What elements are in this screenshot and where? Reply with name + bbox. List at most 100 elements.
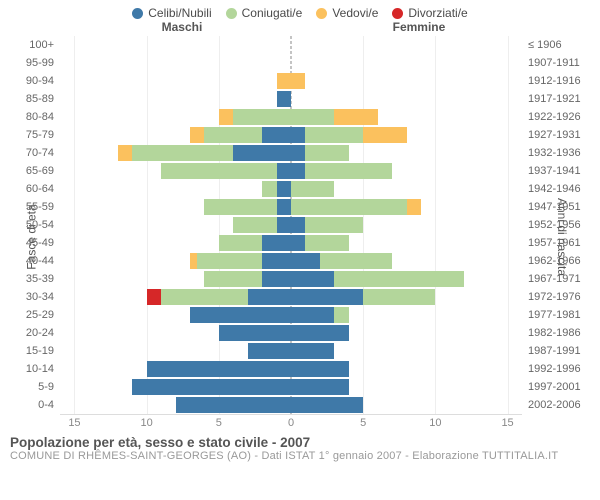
legend-label-divorziati: Divorziati/e: [408, 6, 467, 20]
age-label: 20-24: [0, 324, 60, 342]
segment-celibi: [277, 217, 291, 233]
segment-vedovi: [291, 73, 305, 89]
female-bar: [291, 253, 522, 269]
age-label: 40-44: [0, 252, 60, 270]
age-label: 55-59: [0, 198, 60, 216]
year-label: 1982-1986: [522, 324, 600, 342]
segment-coniugati: [334, 307, 348, 323]
data-row: 65-691937-1941: [60, 162, 522, 180]
segment-vedovi: [277, 73, 291, 89]
year-label: 1957-1961: [522, 234, 600, 252]
segment-celibi: [262, 127, 291, 143]
male-bar: [60, 235, 291, 251]
female-bar: [291, 235, 522, 251]
age-label: 90-94: [0, 72, 60, 90]
segment-coniugati: [305, 163, 392, 179]
age-label: 80-84: [0, 108, 60, 126]
segment-celibi: [219, 325, 291, 341]
age-label: 45-49: [0, 234, 60, 252]
data-row: 85-891917-1921: [60, 90, 522, 108]
male-bar: [60, 397, 291, 413]
female-bar: [291, 73, 522, 89]
chart-container: Celibi/Nubili Coniugati/e Vedovi/e Divor…: [0, 0, 600, 500]
year-label: 1917-1921: [522, 90, 600, 108]
male-bar: [60, 91, 291, 107]
swatch-divorziati: [392, 8, 403, 19]
segment-vedovi: [407, 199, 421, 215]
data-row: 10-141992-1996: [60, 360, 522, 378]
swatch-vedovi: [316, 8, 327, 19]
legend-label-celibi: Celibi/Nubili: [148, 6, 211, 20]
segment-coniugati: [219, 235, 262, 251]
male-bar: [60, 361, 291, 377]
data-row: 60-641942-1946: [60, 180, 522, 198]
segment-celibi: [291, 127, 305, 143]
data-row: 75-791927-1931: [60, 126, 522, 144]
data-row: 70-741932-1936: [60, 144, 522, 162]
segment-coniugati: [233, 217, 276, 233]
age-label: 10-14: [0, 360, 60, 378]
data-row: 45-491957-1961: [60, 234, 522, 252]
segment-celibi: [291, 325, 349, 341]
data-row: 30-341972-1976: [60, 288, 522, 306]
female-bar: [291, 145, 522, 161]
data-row: 50-541952-1956: [60, 216, 522, 234]
chart-title: Popolazione per età, sesso e stato civil…: [10, 435, 590, 450]
legend-label-coniugati: Coniugati/e: [242, 6, 303, 20]
year-label: 1927-1931: [522, 126, 600, 144]
segment-celibi: [291, 379, 349, 395]
segment-celibi: [147, 361, 291, 377]
x-tick: 0: [288, 417, 294, 429]
legend: Celibi/Nubili Coniugati/e Vedovi/e Divor…: [0, 0, 600, 20]
data-row: 20-241982-1986: [60, 324, 522, 342]
female-bar: [291, 127, 522, 143]
male-bar: [60, 127, 291, 143]
segment-coniugati: [262, 181, 276, 197]
age-label: 60-64: [0, 180, 60, 198]
segment-coniugati: [204, 127, 262, 143]
male-bar: [60, 145, 291, 161]
year-label: 1977-1981: [522, 306, 600, 324]
chart-subtitle: COMUNE DI RHÊMES-SAINT-GEORGES (AO) - Da…: [10, 450, 590, 462]
data-row: 35-391967-1971: [60, 270, 522, 288]
segment-vedovi: [334, 109, 377, 125]
segment-celibi: [262, 253, 291, 269]
segment-vedovi: [190, 253, 197, 269]
segment-coniugati: [197, 253, 262, 269]
x-tick: 15: [68, 417, 80, 429]
year-label: 1932-1936: [522, 144, 600, 162]
segment-divorziati: [147, 289, 161, 305]
segment-coniugati: [334, 271, 464, 287]
female-bar: [291, 199, 522, 215]
segment-coniugati: [291, 181, 334, 197]
year-label: 1997-2001: [522, 378, 600, 396]
age-label: 75-79: [0, 126, 60, 144]
segment-celibi: [277, 199, 291, 215]
legend-label-vedovi: Vedovi/e: [332, 6, 378, 20]
segment-coniugati: [305, 145, 348, 161]
segment-celibi: [176, 397, 292, 413]
header-female: Femmine: [393, 20, 446, 34]
x-tick: 10: [429, 417, 441, 429]
female-bar: [291, 91, 522, 107]
female-bar: [291, 37, 522, 53]
year-label: 1952-1956: [522, 216, 600, 234]
year-label: 1972-1976: [522, 288, 600, 306]
year-label: 1947-1951: [522, 198, 600, 216]
segment-vedovi: [219, 109, 233, 125]
segment-coniugati: [291, 199, 407, 215]
x-tick: 10: [141, 417, 153, 429]
legend-item-divorziati: Divorziati/e: [392, 6, 467, 20]
age-label: 65-69: [0, 162, 60, 180]
female-bar: [291, 181, 522, 197]
female-bar: [291, 325, 522, 341]
data-row: 0-42002-2006: [60, 396, 522, 414]
segment-coniugati: [204, 199, 276, 215]
segment-coniugati: [320, 253, 392, 269]
footer: Popolazione per età, sesso e stato civil…: [0, 429, 600, 462]
age-label: 95-99: [0, 54, 60, 72]
age-label: 70-74: [0, 144, 60, 162]
segment-coniugati: [233, 109, 291, 125]
x-tick: 5: [360, 417, 366, 429]
segment-celibi: [291, 145, 305, 161]
